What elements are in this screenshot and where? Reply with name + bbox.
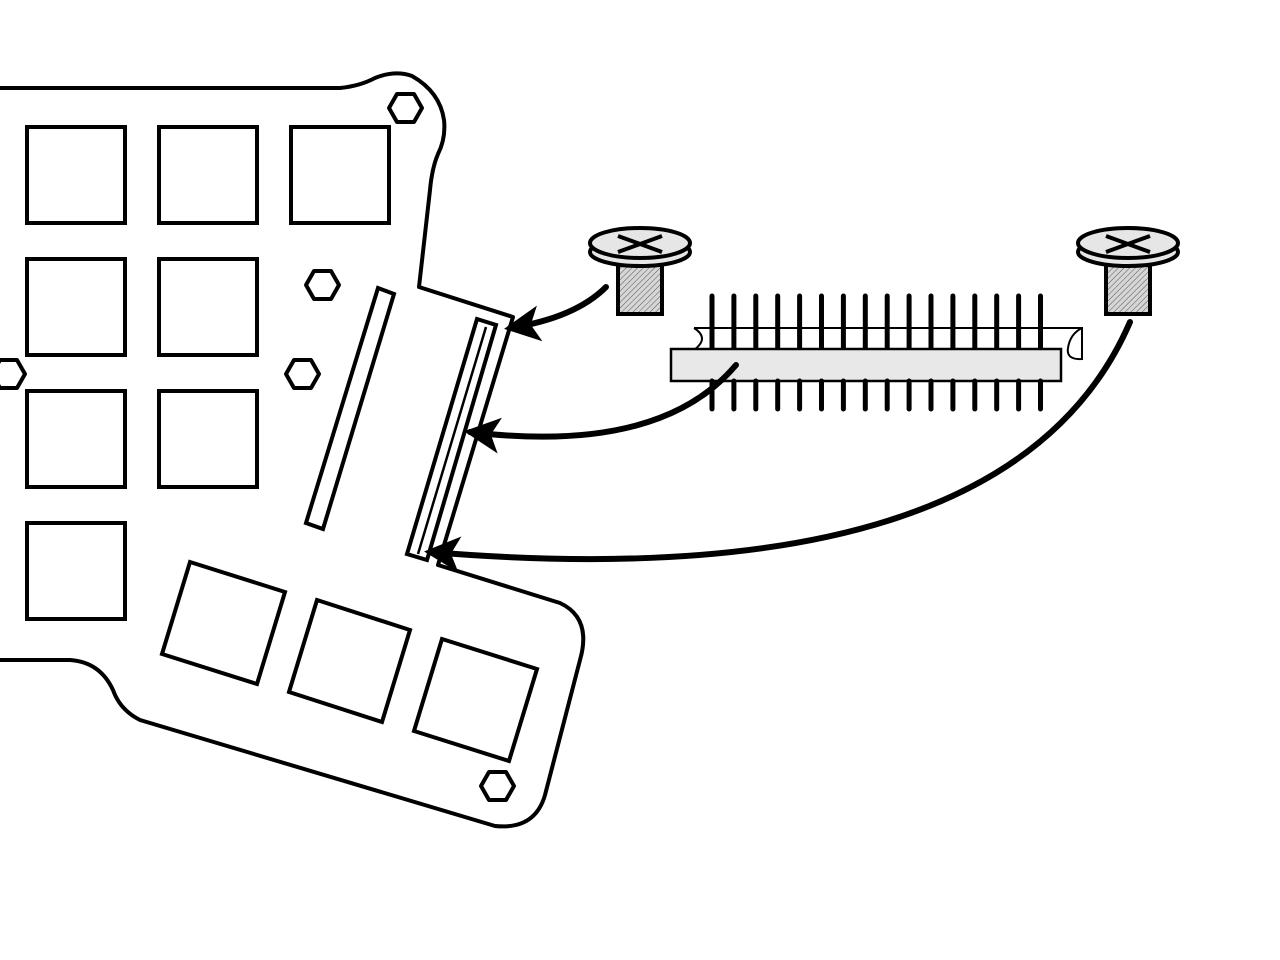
key-cutout — [25, 257, 127, 357]
key-cutout — [411, 636, 540, 764]
key-cutout — [289, 125, 391, 225]
connector-slot-left — [303, 285, 397, 532]
key-cutout — [25, 125, 127, 225]
key-cutout — [159, 559, 288, 687]
standoff-holes — [0, 92, 516, 802]
connector-slot-right-inner — [416, 326, 488, 555]
screw-icon — [1076, 226, 1180, 316]
key-cutout — [157, 389, 259, 489]
key-cutout — [157, 257, 259, 357]
key-cutout — [286, 597, 413, 725]
key-cutout — [25, 389, 127, 489]
standoff-hole — [479, 770, 516, 802]
pin-header-back-curl — [693, 327, 703, 351]
standoff-hole — [284, 358, 321, 390]
pin-header-top-pins — [709, 293, 1043, 352]
standoff-hole — [304, 269, 341, 301]
key-cutout — [25, 521, 127, 621]
pcb-outline — [0, 71, 586, 829]
arrow-screw-to-slot — [504, 284, 609, 342]
pin-header-back-body — [694, 327, 1083, 361]
standoff-hole — [0, 358, 27, 390]
arrow-header-to-slot — [464, 362, 739, 454]
pin-header — [669, 293, 1083, 412]
key-cutouts — [25, 125, 540, 764]
arrow-screw-to-slot-bottom — [424, 319, 1133, 573]
pin-header-bottom-pins — [709, 378, 1043, 412]
screw-icon — [588, 226, 692, 316]
key-cutout — [157, 125, 259, 225]
screw-shank — [616, 257, 664, 316]
standoff-hole — [387, 92, 424, 124]
